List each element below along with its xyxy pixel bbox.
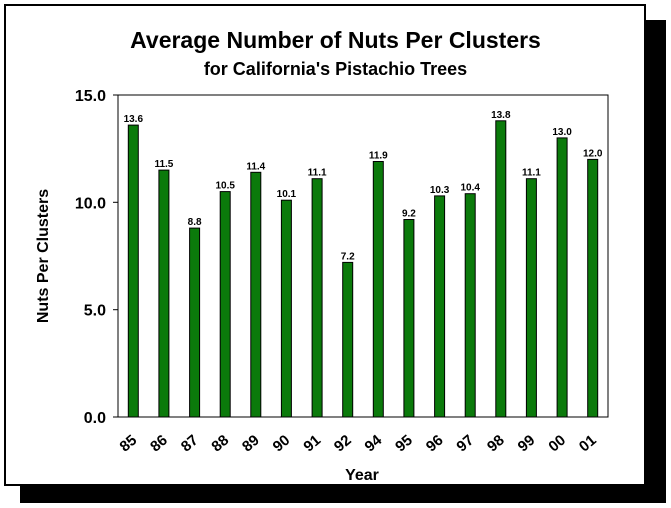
x-tick-label-89: 89: [239, 432, 263, 456]
x-tick-label-88: 88: [208, 432, 232, 456]
data-label-98: 13.8: [491, 110, 511, 121]
bar-89: [250, 171, 262, 418]
x-tick-label-91: 91: [300, 432, 324, 456]
x-tick-label-85: 85: [117, 432, 141, 456]
data-label-85: 13.6: [124, 114, 144, 125]
y-tick-label: 0.0: [84, 410, 106, 427]
bar-85: [127, 124, 139, 418]
bar-99: [525, 178, 537, 418]
data-label-00: 13.0: [552, 127, 572, 138]
x-tick-label-99: 99: [515, 432, 539, 456]
bar-90: [280, 199, 292, 418]
data-label-94: 11.9: [369, 151, 388, 162]
data-label-88: 10.5: [215, 181, 235, 192]
data-label-90: 10.1: [277, 189, 297, 200]
data-label-97: 10.4: [460, 183, 480, 194]
data-label-87: 8.8: [188, 217, 202, 228]
data-label-86: 11.5: [154, 159, 173, 170]
x-tick-label-98: 98: [484, 432, 508, 456]
x-tick-label-92: 92: [331, 432, 355, 456]
bar-96: [434, 195, 446, 418]
bar-95: [403, 219, 415, 418]
data-label-01: 12.0: [583, 148, 603, 159]
x-tick-label-94: 94: [362, 431, 386, 455]
y-tick-label: 15.0: [75, 88, 106, 105]
data-label-95: 9.2: [402, 209, 416, 220]
x-tick-label-00: 00: [545, 432, 569, 456]
x-tick-label-90: 90: [270, 432, 294, 456]
x-tick-label-01: 01: [576, 432, 600, 456]
x-tick-label-96: 96: [423, 432, 447, 456]
bar-88: [219, 191, 231, 418]
bar-87: [189, 227, 201, 418]
data-label-91: 11.1: [308, 168, 327, 179]
bar-86: [158, 169, 170, 418]
y-ticks-group: 0.0 5.0 10.0 15.0: [75, 88, 118, 427]
x-tick-label-95: 95: [392, 432, 416, 456]
chart-subtitle: for California's Pistachio Trees: [203, 59, 468, 79]
bars-group: [127, 120, 599, 418]
data-label-89: 11.4: [246, 161, 265, 172]
x-ticks-group: 85 86 87 88 89 90 91 92 94 95 96 97 98 99 00 01: [117, 431, 600, 455]
data-label-92: 7.2: [341, 251, 355, 262]
bar-98: [495, 120, 507, 418]
x-tick-label-87: 87: [178, 432, 202, 456]
bar-97: [464, 193, 476, 418]
bar-00: [556, 137, 568, 418]
y-tick-label: 10.0: [75, 195, 106, 212]
bar-91: [311, 178, 323, 418]
bar-01: [587, 158, 599, 418]
x-tick-label-86: 86: [147, 432, 171, 456]
data-labels-group: 13.6 11.5 8.8 10.5 11.4 10.1 11.1 7.2 11.9 9.2 10.…: [124, 110, 603, 263]
data-label-96: 10.3: [430, 185, 450, 196]
y-tick-label: 5.0: [84, 303, 106, 320]
bar-94: [372, 161, 384, 418]
chart-title: Average Number of Nuts Per Clusters: [130, 27, 541, 53]
bar-92: [342, 261, 354, 418]
x-tick-label-97: 97: [453, 432, 477, 456]
x-axis-title: Year: [345, 467, 379, 484]
data-label-99: 11.1: [522, 168, 541, 179]
y-axis-title: Nuts Per Clusters: [35, 189, 52, 323]
